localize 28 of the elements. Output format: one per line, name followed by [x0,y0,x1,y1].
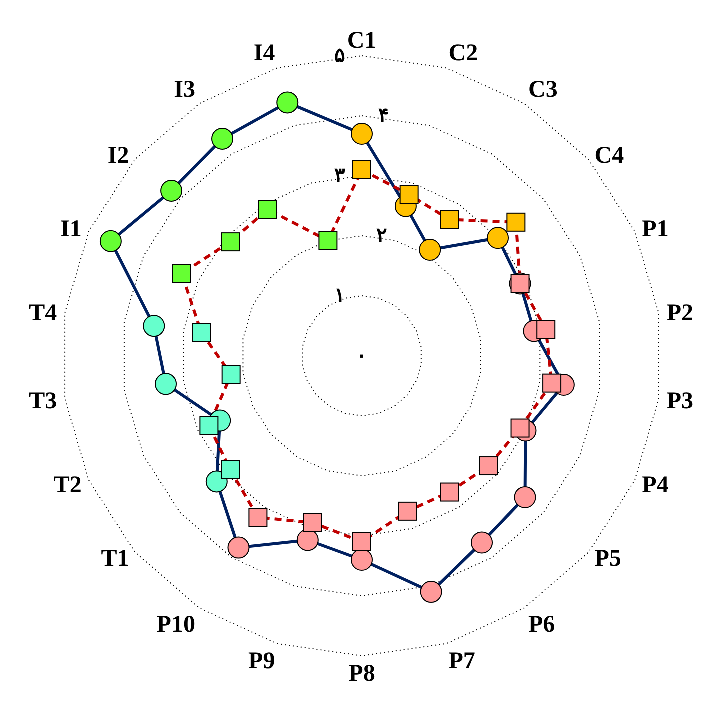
spoke-label: I4 [254,40,276,66]
spoke-label: C3 [528,76,558,103]
y-tick-label: ۱ [334,285,346,307]
y-tick-label: ۲ [376,225,388,247]
spoke-label: C2 [448,40,478,66]
y-tick-label: ۵ [334,45,346,67]
spoke-label: T2 [54,472,82,498]
y-tick-label: ۰ [356,345,368,367]
spoke-label: T3 [29,388,58,414]
spoke-label: I2 [108,142,130,169]
spoke-label: C1 [347,28,377,54]
spoke-label: P2 [666,300,694,327]
spoke-label: I1 [60,216,82,243]
spoke-label: P8 [348,661,376,688]
spoke-label: P5 [594,546,622,572]
spoke-label: T4 [29,300,58,327]
spoke-label: C4 [594,142,624,169]
spoke-label: P10 [156,612,196,638]
y-tick-label: ۴ [378,105,390,127]
spoke-label: T1 [101,546,130,572]
y-tick-label: ۳ [334,165,346,187]
spoke-label: P3 [666,388,694,414]
spoke-label: P6 [528,612,556,638]
spoke-label: P4 [642,472,669,498]
spoke-label: P1 [642,216,669,243]
spoke-label: P7 [448,648,476,675]
spoke-label: I3 [174,76,196,103]
spoke-label: P9 [248,648,276,675]
